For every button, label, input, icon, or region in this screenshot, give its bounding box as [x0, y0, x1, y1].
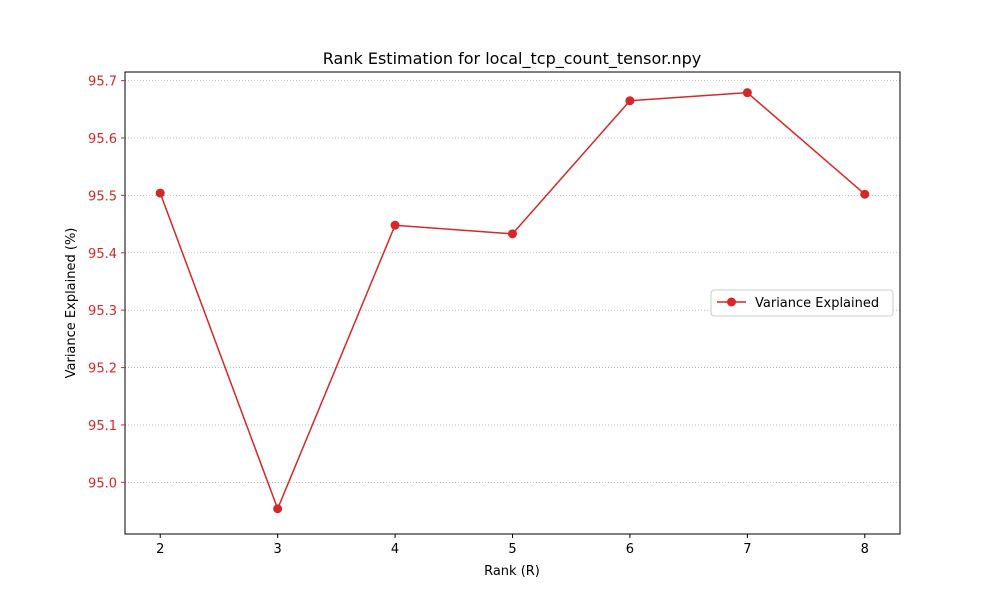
- chart-title: Rank Estimation for local_tcp_count_tens…: [323, 49, 701, 69]
- legend-marker: [727, 297, 736, 307]
- y-axis: 95.0 95.1 95.2 95.3 95.4 95.5 95.6 95.7: [88, 75, 125, 491]
- x-tick-label: 2: [156, 542, 164, 557]
- x-tick-label: 8: [861, 542, 869, 557]
- y-tick-label: 95.6: [88, 132, 117, 147]
- legend: Variance Explained: [710, 289, 894, 317]
- legend-label: Variance Explained: [755, 296, 879, 311]
- data-point: [155, 188, 165, 198]
- x-tick-label: 4: [391, 542, 399, 557]
- y-tick-label: 95.3: [88, 304, 117, 319]
- x-axis: 2 3 4 5 6 7 8: [156, 534, 869, 557]
- data-point: [625, 96, 635, 106]
- data-point: [273, 504, 283, 514]
- series-group: [155, 88, 870, 514]
- y-tick-label: 95.1: [88, 419, 117, 434]
- x-axis-label: Rank (R): [484, 564, 540, 579]
- x-tick-label: 7: [743, 542, 751, 557]
- data-point: [860, 189, 870, 199]
- y-tick-label: 95.5: [88, 189, 117, 204]
- x-tick-label: 6: [626, 542, 634, 557]
- data-point: [508, 229, 517, 239]
- y-axis-label: Variance Explained (%): [64, 228, 79, 379]
- y-tick-label: 95.7: [88, 75, 117, 90]
- data-point: [742, 88, 752, 98]
- x-tick-label: 3: [274, 542, 282, 557]
- y-tick-label: 95.4: [88, 247, 117, 262]
- x-tick-label: 5: [508, 542, 516, 557]
- y-tick-label: 95.2: [88, 362, 117, 377]
- data-point: [390, 220, 400, 230]
- y-tick-label: 95.0: [88, 476, 117, 491]
- grid: [125, 80, 900, 483]
- legend-box: [710, 289, 894, 317]
